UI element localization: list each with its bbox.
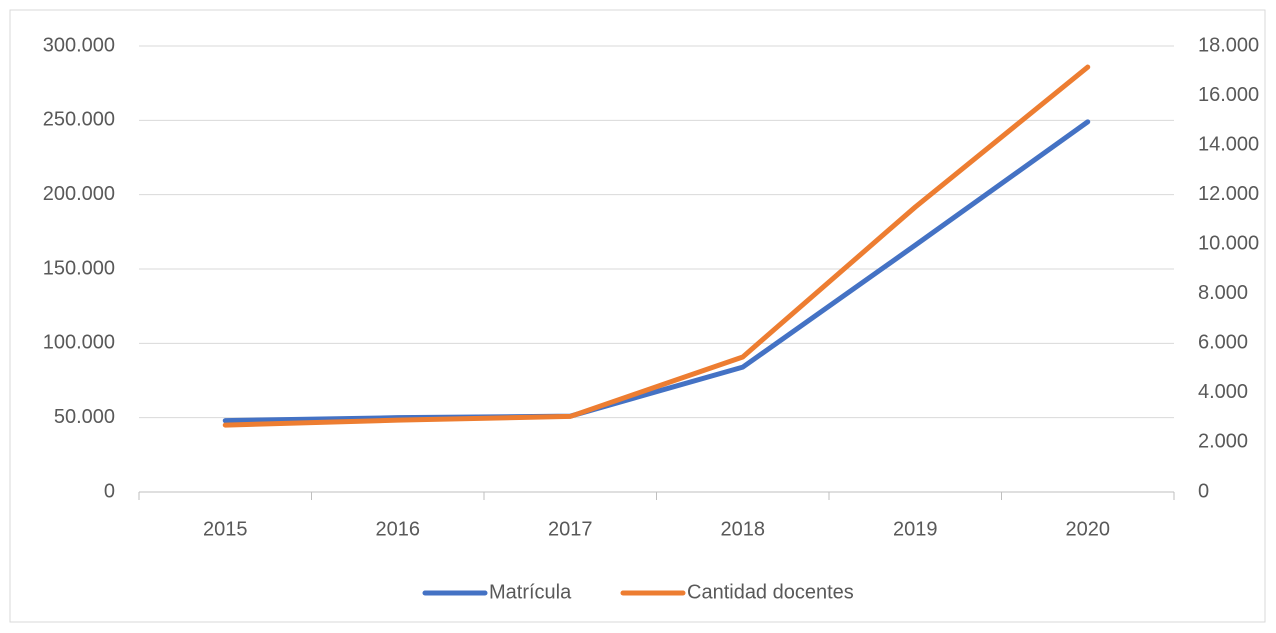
y-tick-label: 300.000 xyxy=(43,34,115,56)
series-line xyxy=(222,64,1091,428)
x-tick-label: 2015 xyxy=(203,518,248,540)
y2-tick-label: 18.000 xyxy=(1198,34,1259,56)
y-tick-label: 200.000 xyxy=(43,183,115,205)
y-tick-label: 100.000 xyxy=(43,332,115,354)
y2-tick-label: 8.000 xyxy=(1198,282,1248,304)
y2-tick-label: 10.000 xyxy=(1198,233,1259,255)
x-tick-label: 2019 xyxy=(893,518,938,540)
x-tick-label: 2020 xyxy=(1066,518,1111,540)
x-tick-label: 2016 xyxy=(376,518,421,540)
y2-tick-label: 14.000 xyxy=(1198,133,1259,155)
x-tick-label: 2018 xyxy=(721,518,766,540)
y-tick-label: 0 xyxy=(104,480,115,502)
legend-label: Cantidad docentes xyxy=(687,581,854,603)
y-tick-label: 50.000 xyxy=(54,406,115,428)
y2-tick-label: 16.000 xyxy=(1198,84,1259,106)
y-tick-label: 150.000 xyxy=(43,257,115,279)
series-line xyxy=(222,119,1091,424)
chart-border xyxy=(9,9,1266,623)
y2-tick-label: 12.000 xyxy=(1198,183,1259,205)
y2-tick-label: 2.000 xyxy=(1198,431,1248,453)
y2-tick-label: 0 xyxy=(1198,480,1209,502)
legend-label: Matrícula xyxy=(489,581,572,603)
y-tick-label: 250.000 xyxy=(43,109,115,131)
y2-tick-label: 4.000 xyxy=(1198,381,1248,403)
y2-tick-label: 6.000 xyxy=(1198,332,1248,354)
x-tick-label: 2017 xyxy=(548,518,593,540)
